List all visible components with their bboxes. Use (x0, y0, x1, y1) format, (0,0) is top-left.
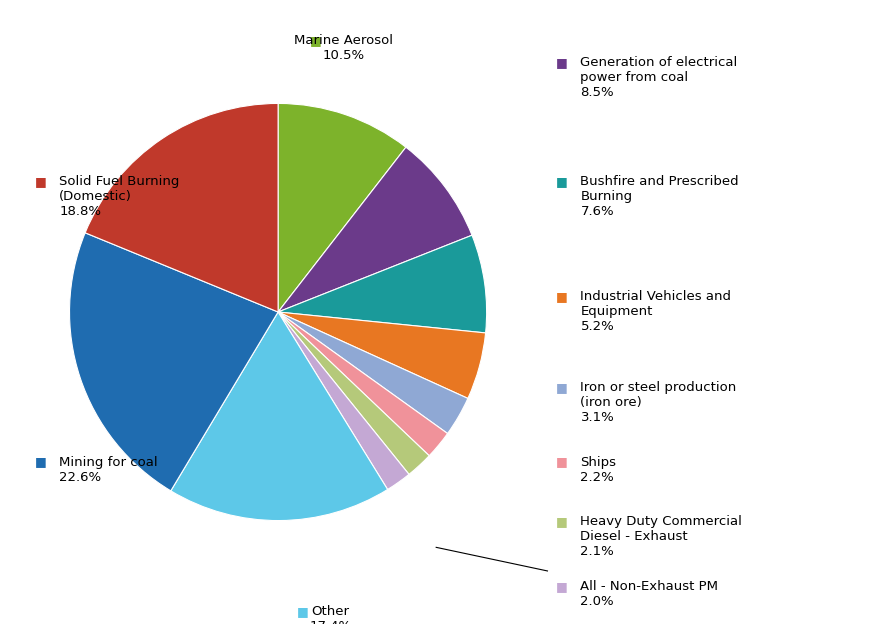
Text: ■: ■ (556, 580, 568, 593)
Wedge shape (278, 312, 429, 474)
Text: Ships
2.2%: Ships 2.2% (580, 456, 616, 484)
Text: ■: ■ (556, 381, 568, 394)
Wedge shape (278, 235, 487, 333)
Text: ■: ■ (556, 175, 568, 188)
Text: ■: ■ (35, 175, 47, 188)
Wedge shape (85, 104, 278, 312)
Text: Industrial Vehicles and
Equipment
5.2%: Industrial Vehicles and Equipment 5.2% (580, 290, 732, 333)
Wedge shape (278, 312, 448, 456)
Wedge shape (278, 147, 472, 312)
Text: Other
17.4%: Other 17.4% (309, 605, 351, 624)
Text: ■: ■ (556, 515, 568, 528)
Wedge shape (171, 312, 388, 520)
Text: All - Non-Exhaust PM
2.0%: All - Non-Exhaust PM 2.0% (580, 580, 719, 608)
Text: Marine Aerosol
10.5%: Marine Aerosol 10.5% (294, 34, 393, 62)
Wedge shape (278, 104, 406, 312)
Wedge shape (278, 312, 486, 398)
Text: ■: ■ (556, 56, 568, 69)
Wedge shape (278, 312, 468, 434)
Text: Solid Fuel Burning
(Domestic)
18.8%: Solid Fuel Burning (Domestic) 18.8% (59, 175, 180, 218)
Text: Mining for coal
22.6%: Mining for coal 22.6% (59, 456, 157, 484)
Text: Generation of electrical
power from coal
8.5%: Generation of electrical power from coal… (580, 56, 738, 99)
Text: Iron or steel production
(iron ore)
3.1%: Iron or steel production (iron ore) 3.1% (580, 381, 737, 424)
Wedge shape (70, 233, 278, 491)
Wedge shape (278, 312, 409, 489)
Text: ■: ■ (556, 456, 568, 469)
Text: ■: ■ (556, 290, 568, 303)
Text: Bushfire and Prescribed
Burning
7.6%: Bushfire and Prescribed Burning 7.6% (580, 175, 740, 218)
Text: Heavy Duty Commercial
Diesel - Exhaust
2.1%: Heavy Duty Commercial Diesel - Exhaust 2… (580, 515, 742, 558)
Text: ■: ■ (35, 456, 47, 469)
Text: ■: ■ (309, 34, 322, 47)
Text: ■: ■ (296, 605, 308, 618)
